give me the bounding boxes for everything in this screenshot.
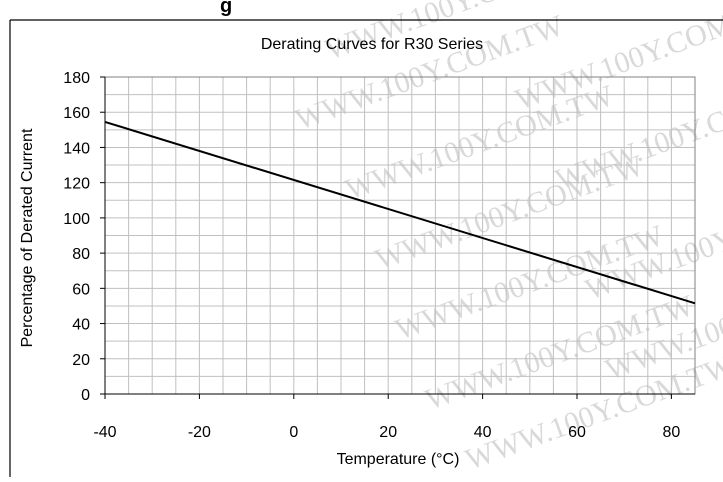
y-tick-label: 20 xyxy=(72,352,90,369)
y-tick-label: 60 xyxy=(72,281,90,298)
y-tick-label: 100 xyxy=(63,211,90,228)
x-tick-label: 40 xyxy=(474,424,492,441)
x-axis-label: Temperature (°C) xyxy=(337,451,460,468)
series-line xyxy=(104,120,696,305)
plot-frame xyxy=(104,76,696,395)
y-tick-label: 0 xyxy=(81,387,90,404)
y-tick-label: 80 xyxy=(72,246,90,263)
grid xyxy=(105,77,695,394)
chart-title: Derating Curves for R30 Series xyxy=(261,36,483,53)
x-tick-label: 80 xyxy=(663,424,681,441)
y-tick-label: 40 xyxy=(72,317,90,334)
x-axis-ticks: -40 -20 0 20 40 60 80 xyxy=(93,394,680,441)
y-tick-label: 140 xyxy=(63,140,90,157)
y-axis-label: Percentage of Derated Current xyxy=(19,128,36,347)
y-tick-label: 120 xyxy=(63,176,90,193)
x-tick-label: 60 xyxy=(568,424,586,441)
series-layer xyxy=(104,120,696,305)
y-axis-ticks: 0 20 40 60 80 100 120 140 160 180 xyxy=(63,70,105,404)
x-tick-label: -40 xyxy=(93,424,116,441)
y-tick-label: 160 xyxy=(63,105,90,122)
top-text-fragment: g xyxy=(220,0,232,17)
watermark-layer: WWW.100Y.COM.TWWWW.100Y.COM.TWWWW.100Y.C… xyxy=(291,0,723,477)
x-tick-label: 0 xyxy=(289,424,298,441)
y-tick-label: 180 xyxy=(63,70,90,87)
x-tick-label: 20 xyxy=(379,424,397,441)
x-tick-label: -20 xyxy=(188,424,211,441)
